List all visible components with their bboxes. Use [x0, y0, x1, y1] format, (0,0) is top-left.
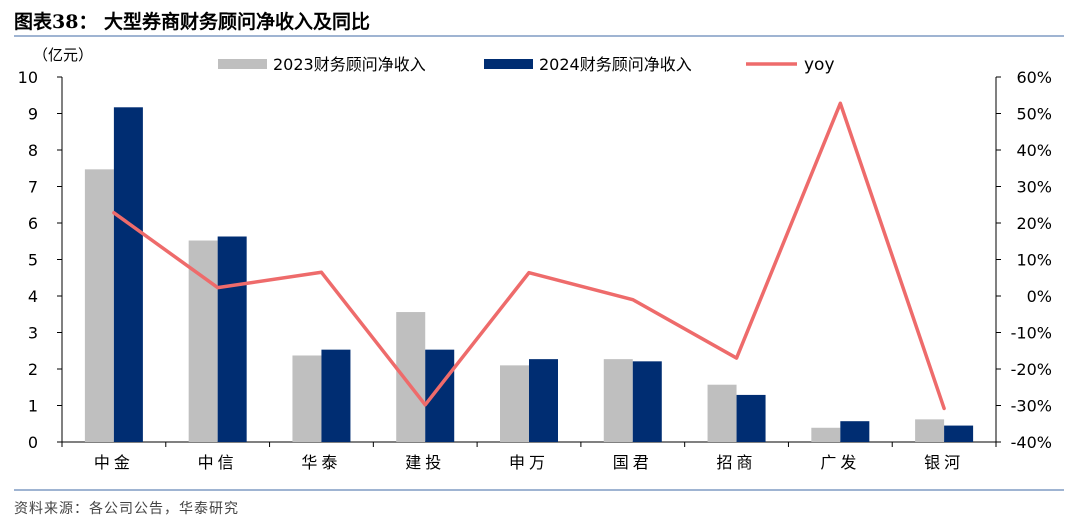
y-tick-label: 5 [28, 251, 38, 270]
y-axis-label: （亿元） [33, 46, 93, 64]
y2-tick-label: 10% [1016, 251, 1052, 270]
tick-labels: 0 1 2 3 4 5 6 7 8 9 10 -40% -30% -20% -10% 0% 10% 20% 30% 4… [18, 68, 1052, 472]
x-tick-label: 中信 [198, 453, 238, 472]
x-tick-label: 华泰 [301, 453, 341, 472]
x-tick-label: 银河 [924, 453, 964, 472]
title-rule [14, 35, 1064, 37]
bar-2024 [217, 236, 247, 442]
y2-tick-label: 50% [1016, 105, 1052, 124]
x-tick-label: 广发 [820, 453, 860, 472]
bar-2023 [188, 240, 218, 442]
y2-tick-label: 20% [1016, 214, 1052, 233]
source-note: 资料来源：各公司公告，华泰研究 [14, 501, 239, 517]
legend: 2023财务顾问净收入 2024财务顾问净收入 yoy [218, 55, 835, 75]
x-tick-label: 招商 [717, 453, 757, 472]
legend-label-yoy: yoy [804, 55, 835, 75]
legend-label-2023: 2023财务顾问净收入 [273, 55, 426, 74]
y2-tick-label: -20% [1011, 360, 1052, 379]
bar-2023 [707, 384, 737, 442]
bars [84, 107, 974, 443]
bar-2023 [84, 169, 114, 442]
bar-2024 [944, 425, 974, 442]
x-tick-label: 中金 [94, 453, 134, 472]
source-rule [14, 489, 1064, 491]
bar-2024 [736, 394, 766, 442]
legend-label-2024: 2024财务顾问净收入 [539, 55, 692, 74]
y2-tick-label: -30% [1011, 397, 1052, 416]
legend-swatch-2023 [218, 59, 267, 69]
bar-2023 [396, 312, 426, 442]
y2-tick-label: 60% [1016, 68, 1052, 87]
y2-tick-label: 30% [1016, 178, 1052, 197]
y2-tick-label: -10% [1011, 324, 1052, 343]
chart: 2023财务顾问净收入 2024财务顾问净收入 yoy （亿元） 0 1 2 3 4 5 6 7 8… [18, 46, 1052, 472]
y2-tick-label: 40% [1016, 141, 1052, 160]
bar-2023 [603, 359, 633, 442]
y-tick-label: 9 [28, 105, 38, 124]
y-tick-label: 0 [28, 433, 38, 452]
bar-2024 [632, 361, 662, 442]
y2-tick-label: -40% [1011, 433, 1052, 452]
bar-2023 [811, 427, 841, 442]
bar-2023 [500, 365, 529, 442]
bar-2024 [529, 359, 558, 442]
y-tick-label: 2 [28, 360, 38, 379]
legend-swatch-2024 [484, 59, 533, 69]
bar-2024 [840, 421, 870, 442]
x-tick-label: 建投 [405, 453, 445, 472]
bar-2024 [321, 349, 351, 442]
bar-2024 [425, 349, 455, 442]
y-tick-label: 6 [28, 214, 38, 233]
y-tick-label: 4 [28, 287, 38, 306]
y-tick-label: 3 [28, 324, 38, 343]
y-tick-label: 1 [28, 397, 38, 416]
x-tick-label: 国君 [613, 453, 653, 472]
bar-2024 [113, 107, 143, 443]
bar-2023 [292, 355, 322, 442]
x-tick-label: 申万 [509, 453, 549, 472]
y2-tick-label: 0% [1027, 287, 1052, 306]
figure-title: 图表38： 大型券商财务顾问净收入及同比 [14, 11, 371, 33]
y-tick-label: 7 [28, 178, 38, 197]
y-tick-label: 10 [18, 68, 38, 87]
yoy-line-layer [112, 101, 946, 411]
y-tick-label: 8 [28, 141, 38, 160]
bar-2023 [915, 419, 945, 442]
